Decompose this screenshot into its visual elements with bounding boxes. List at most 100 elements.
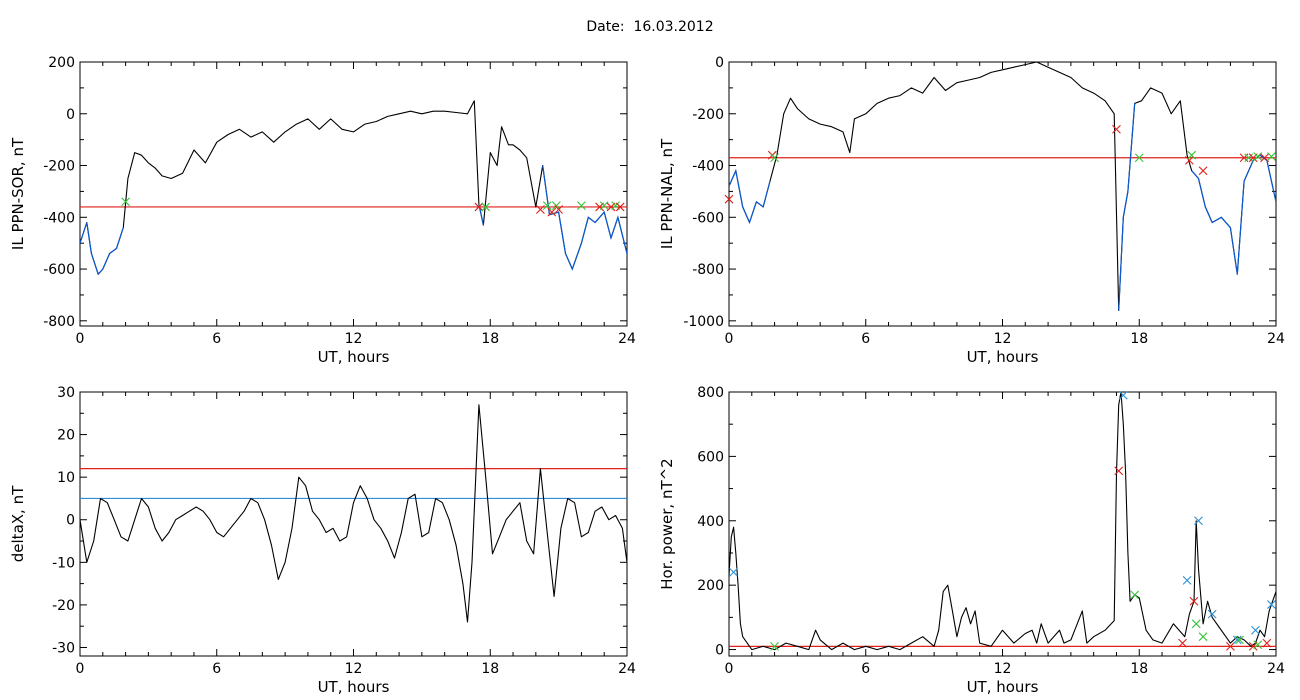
marker-green (1130, 590, 1140, 600)
plot-frame (728, 391, 1277, 657)
y-tick-label: 20 (57, 428, 75, 444)
marker-red (1114, 466, 1124, 476)
marker-red (724, 194, 734, 204)
marker-stroke (1112, 124, 1121, 134)
series-trace (729, 392, 1276, 651)
marker-stroke (1235, 635, 1244, 645)
marker-stroke (1187, 150, 1197, 160)
x-tick-label: 12 (345, 331, 363, 347)
marker-green (121, 197, 130, 207)
marker-blue (1118, 390, 1128, 400)
y-tick-label: 800 (697, 385, 724, 401)
plot-area (729, 62, 1276, 312)
y-tick-label: 200 (48, 55, 75, 71)
x-tick-label: 0 (76, 661, 85, 677)
series-trace-highlight (1191, 154, 1276, 275)
marker-stroke (724, 194, 734, 204)
marker-green (1198, 632, 1208, 642)
marker-stroke (1262, 638, 1272, 648)
x-tick-label: 6 (212, 331, 221, 347)
marker-red (474, 202, 484, 212)
x-tick-label: 0 (76, 331, 85, 347)
marker-green (770, 641, 779, 651)
y-tick-label: -200 (692, 107, 724, 123)
marker-stroke (554, 205, 564, 214)
marker-blue (1207, 609, 1217, 619)
marker-green (1253, 152, 1263, 161)
marker-red (1112, 124, 1121, 134)
marker-stroke (536, 205, 545, 214)
chart-panel-top-left: 0 6 12 18 24 -800 -600 -400 -200 0 200 UT, hours IL … (9, 55, 636, 366)
marker-green (770, 153, 779, 163)
marker-stroke (1198, 632, 1208, 642)
series-trace (80, 404, 627, 623)
y-tick-label: -800 (692, 262, 724, 278)
plot-frame (79, 391, 628, 657)
x-tick-label: 18 (481, 661, 499, 677)
x-tick-label: 24 (1267, 661, 1285, 677)
series-trace-highlight (729, 168, 771, 225)
marker-red (615, 202, 625, 212)
x-tick-label: 12 (345, 661, 363, 677)
page-title: Date: 16.03.2012 (586, 19, 714, 35)
y-axis-label: IL PPN-NAL, nT (658, 138, 676, 249)
y-tick-label: 0 (715, 643, 724, 659)
series-trace (80, 100, 627, 275)
marker-stroke (577, 201, 586, 211)
series-trace-highlight (80, 222, 124, 276)
marker-stroke (481, 202, 491, 212)
x-tick-label: 24 (618, 661, 636, 677)
marker-red (1262, 638, 1272, 648)
plot-frame (728, 61, 1277, 327)
chart-panel-bottom-left: 0 6 12 18 24 -30 -20 -10 0 10 20 30 UT, hours deltaX,… (9, 385, 636, 696)
marker-stroke (615, 202, 625, 212)
x-tick-label: 18 (481, 331, 499, 347)
marker-blue (1194, 516, 1203, 526)
x-axis-label: UT, hours (318, 678, 390, 696)
x-tick-label: 24 (1267, 331, 1285, 347)
y-tick-label: -600 (692, 210, 724, 226)
marker-stroke (1114, 466, 1124, 476)
marker-green (1267, 152, 1276, 161)
marker-stroke (542, 201, 552, 211)
marker-stroke (1260, 153, 1269, 163)
y-tick-label: -10 (52, 555, 75, 571)
y-tick-label: -200 (43, 159, 75, 175)
marker-stroke (1189, 596, 1199, 606)
y-tick-label: 0 (715, 55, 724, 71)
marker-green (1187, 150, 1197, 160)
x-tick-label: 18 (1130, 331, 1148, 347)
y-tick-label: -20 (52, 598, 75, 614)
chart-panel-top-right: 0 6 12 18 24 -1000 -800 -600 -400 -200 0 UT, hours I… (658, 55, 1285, 366)
marker-red (1189, 596, 1199, 606)
y-tick-label: 10 (57, 470, 75, 486)
y-tick-label: -800 (43, 314, 75, 330)
y-axis-label: Hor. power, nT^2 (658, 458, 676, 589)
marker-stroke (1191, 619, 1201, 629)
marker-red (1198, 166, 1208, 176)
marker-stroke (474, 202, 484, 212)
marker-stroke (1198, 166, 1208, 176)
series-trace-highlight (1118, 103, 1136, 311)
marker-stroke (1253, 152, 1263, 161)
marker-stroke (1267, 152, 1276, 161)
x-tick-label: 6 (212, 661, 221, 677)
x-axis-label: UT, hours (318, 348, 390, 366)
x-tick-label: 0 (725, 331, 734, 347)
y-axis-label: deltaX, nT (9, 485, 27, 562)
x-tick-label: 24 (618, 331, 636, 347)
marker-stroke (729, 567, 738, 577)
y-axis-label: IL PPN-SOR, nT (9, 137, 27, 250)
y-tick-label: 0 (66, 107, 75, 123)
y-tick-label: 400 (697, 514, 724, 530)
y-tick-label: 30 (57, 385, 75, 401)
marker-blue (1251, 625, 1260, 635)
chart-panel-bottom-right: 0 6 12 18 24 0 200 400 600 800 UT, hours Hor. power… (658, 385, 1285, 696)
marker-red (1248, 641, 1258, 651)
marker-blue (729, 567, 738, 577)
marker-green (481, 202, 491, 212)
marker-green (577, 201, 586, 211)
marker-green (1134, 153, 1144, 163)
x-tick-label: 18 (1130, 661, 1148, 677)
